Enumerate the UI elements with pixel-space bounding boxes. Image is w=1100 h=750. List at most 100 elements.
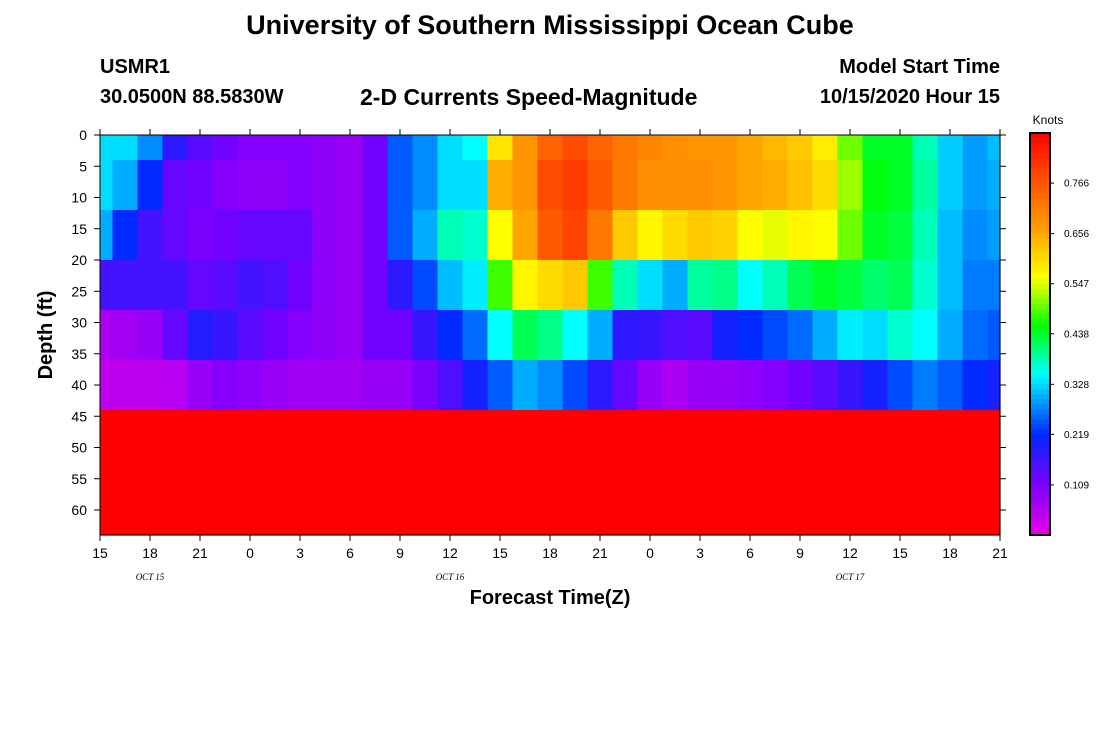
heatmap-cell [787,160,814,211]
heatmap-cell [162,210,189,261]
heatmap-cell [612,135,639,161]
heatmap-cell [187,360,214,411]
heatmap-cell [937,160,964,211]
heatmap-cell [312,210,339,261]
heatmap-cell [237,310,264,361]
colorbar-swatch [1030,384,1050,390]
x-tick-label: 15 [892,545,908,561]
heatmap-cell [787,135,814,161]
heatmap-cell [637,410,664,461]
heatmap-cell [112,260,139,311]
colorbar-swatch [1030,238,1050,245]
heatmap-cell [687,510,714,536]
heatmap-cell [212,460,239,511]
heatmap-cell [712,135,739,161]
colorbar-tick-label: 0.109 [1064,480,1089,491]
heatmap-cell [562,160,589,211]
heatmap-cell [312,160,339,211]
heatmap-cell [437,310,464,361]
heatmap-cell [737,410,764,461]
heatmap-cell [612,210,639,261]
heatmap-cell [287,360,314,411]
x-tick-label: 12 [842,545,858,561]
colorbar-swatch [1030,188,1050,194]
heatmap-cell [537,410,564,461]
heatmap-cell [612,160,639,211]
heatmap-cell [787,210,814,261]
colorbar-tick-label: 0.766 [1064,179,1089,190]
colorbar-swatch [1030,499,1050,506]
heatmap-cell [762,510,789,536]
colorbar-swatch [1030,344,1050,350]
colorbar-swatch [1030,489,1050,496]
heatmap-cell [337,360,364,411]
heatmap-cell [487,360,514,411]
heatmap-cell [212,260,239,311]
colorbar-swatch [1030,409,1050,416]
x-tick-label: 3 [696,545,704,561]
colorbar-swatch [1030,379,1050,385]
heatmap-cell [337,160,364,211]
heatmap-cell [437,210,464,261]
heatmap-cell [387,310,414,361]
colorbar-swatch [1030,248,1050,255]
heatmap-cell [712,160,739,211]
heatmap-cell [237,210,264,261]
heatmap-cell [712,360,739,411]
heatmap-cell [237,510,264,536]
colorbar-swatch [1030,278,1050,285]
colorbar-swatch [1030,459,1050,466]
colorbar-swatch [1030,268,1050,275]
colorbar-swatch [1030,504,1050,511]
chart-subtitle: 2-D Currents Speed-Magnitude [360,84,698,110]
heatmap-cell [862,460,889,511]
y-axis-label: Depth (ft) [35,291,57,380]
heatmap-cell [837,160,864,211]
heatmap-cell [862,510,889,536]
heatmap-cell [387,135,414,161]
heatmap-cell [762,310,789,361]
heatmap-cell [237,410,264,461]
heatmap-cell [812,510,839,536]
heatmap-cell [837,135,864,161]
heatmap-cell [587,135,614,161]
heatmap-cell [462,410,489,461]
heatmap-cell [262,360,289,411]
heatmap-cell [537,260,564,311]
colorbar-swatch [1030,313,1050,320]
colorbar-swatch [1030,318,1050,325]
heatmap-cell [787,510,814,536]
heatmap-cell [262,460,289,511]
heatmap-cell [737,360,764,411]
heatmap-cell [162,160,189,211]
heatmap-cell [737,260,764,311]
heatmap-cell [237,460,264,511]
heatmap-cell [937,510,964,536]
heatmap-cell [362,410,389,461]
heatmap-cell [737,510,764,536]
heatmap-cell [312,260,339,311]
heatmap-cell [212,135,239,161]
heatmap-cell [537,160,564,211]
heatmap-cell [862,360,889,411]
y-tick-label: 0 [79,127,87,143]
heatmap-cell [562,360,589,411]
heatmap-cell [787,260,814,311]
heatmap-cell [912,135,939,161]
heatmap-cell [462,260,489,311]
colorbar-swatch [1030,243,1050,250]
heatmap-cell [162,410,189,461]
heatmap-cell [937,460,964,511]
heatmap-cell [612,510,639,536]
heatmap-cell [937,210,964,261]
colorbar-swatch [1030,288,1050,295]
colorbar-swatch [1030,213,1050,220]
heatmap-cell [137,460,164,511]
heatmap-cell [662,135,689,161]
heatmap-cell [412,510,439,536]
heatmap-cell [112,410,139,461]
heatmap-cell [337,135,364,161]
heatmap-cell [787,310,814,361]
colorbar-swatch [1030,334,1050,340]
heatmap-cell [487,510,514,536]
